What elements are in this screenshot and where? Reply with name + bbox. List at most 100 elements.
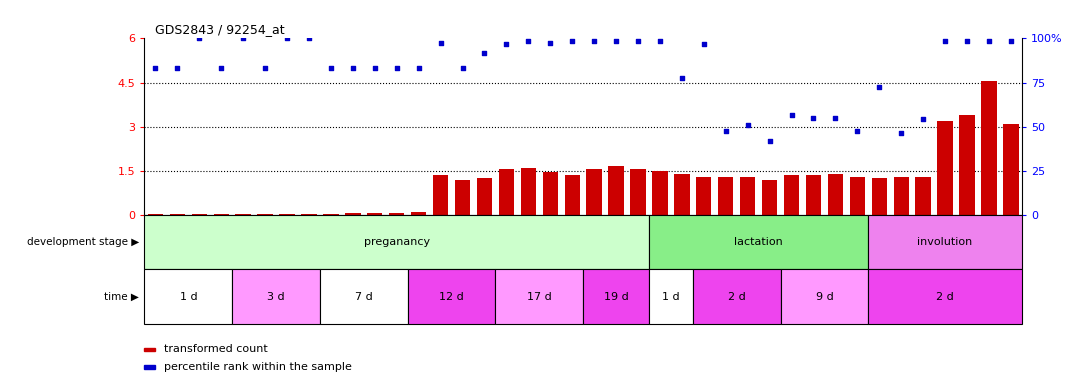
Point: [915, 116, 932, 122]
Point: [190, 35, 208, 41]
Point: [783, 112, 800, 118]
Bar: [495, 269, 583, 324]
Text: 2 d: 2 d: [728, 291, 746, 302]
Text: lactation: lactation: [734, 237, 783, 247]
Text: transformed count: transformed count: [164, 344, 268, 354]
Point: [454, 65, 471, 71]
Bar: [762, 180, 777, 215]
Text: 3 d: 3 d: [268, 291, 285, 302]
Point: [345, 65, 362, 71]
Point: [541, 40, 559, 46]
Bar: [869, 215, 1022, 269]
Text: involution: involution: [917, 237, 973, 247]
Point: [608, 38, 625, 45]
Point: [169, 65, 186, 71]
Bar: [320, 269, 408, 324]
Point: [980, 38, 997, 45]
Bar: [214, 214, 229, 215]
Bar: [828, 174, 843, 215]
Point: [410, 65, 427, 71]
Point: [673, 75, 690, 81]
Text: development stage ▶: development stage ▶: [27, 237, 139, 247]
Bar: [408, 269, 495, 324]
Point: [322, 65, 339, 71]
Bar: [477, 178, 492, 215]
Bar: [586, 169, 601, 215]
Point: [366, 65, 383, 71]
Bar: [630, 169, 645, 215]
Bar: [144, 269, 232, 324]
Point: [388, 65, 406, 71]
Bar: [192, 214, 207, 215]
Bar: [411, 212, 426, 215]
Bar: [583, 269, 648, 324]
Point: [652, 38, 669, 45]
Point: [892, 129, 910, 136]
Bar: [170, 214, 185, 215]
Bar: [455, 180, 470, 215]
Bar: [499, 169, 514, 215]
Bar: [960, 115, 975, 215]
Bar: [258, 214, 273, 215]
Point: [849, 128, 866, 134]
Bar: [144, 215, 648, 269]
Text: 19 d: 19 d: [603, 291, 628, 302]
Point: [1003, 38, 1020, 45]
Point: [827, 115, 844, 121]
Bar: [780, 269, 869, 324]
Point: [936, 38, 953, 45]
Point: [739, 122, 756, 128]
Text: 2 d: 2 d: [936, 291, 954, 302]
Bar: [648, 269, 693, 324]
Point: [629, 38, 646, 45]
Point: [717, 128, 734, 134]
Text: percentile rank within the sample: percentile rank within the sample: [164, 362, 352, 372]
Bar: [740, 177, 755, 215]
Bar: [279, 214, 294, 215]
Bar: [367, 213, 382, 215]
Point: [432, 40, 449, 46]
Point: [564, 38, 581, 45]
Bar: [653, 171, 668, 215]
Text: 17 d: 17 d: [526, 291, 552, 302]
Bar: [521, 168, 536, 215]
Bar: [323, 214, 338, 215]
Bar: [1004, 124, 1019, 215]
Bar: [565, 175, 580, 215]
Text: preganancy: preganancy: [364, 237, 430, 247]
Point: [257, 65, 274, 71]
Bar: [718, 177, 733, 215]
Point: [498, 41, 515, 47]
Point: [301, 35, 318, 41]
Bar: [542, 172, 557, 215]
Point: [959, 38, 976, 45]
Bar: [784, 175, 799, 215]
Text: 9 d: 9 d: [815, 291, 834, 302]
Bar: [235, 214, 250, 215]
Point: [213, 65, 230, 71]
Point: [278, 35, 295, 41]
Bar: [893, 177, 908, 215]
Point: [520, 38, 537, 45]
Bar: [648, 215, 869, 269]
Bar: [148, 214, 163, 215]
Text: time ▶: time ▶: [104, 291, 139, 302]
Bar: [609, 167, 624, 215]
Bar: [389, 213, 404, 215]
Bar: [232, 269, 320, 324]
Text: 1 d: 1 d: [180, 291, 197, 302]
Point: [585, 38, 602, 45]
Point: [761, 138, 778, 144]
Bar: [937, 121, 952, 215]
Point: [234, 35, 251, 41]
Bar: [806, 175, 821, 215]
Text: 1 d: 1 d: [662, 291, 679, 302]
Bar: [346, 213, 361, 215]
Bar: [697, 177, 712, 215]
Text: 7 d: 7 d: [355, 291, 372, 302]
Bar: [302, 214, 317, 215]
Text: GDS2843 / 92254_at: GDS2843 / 92254_at: [155, 23, 285, 36]
Bar: [674, 174, 689, 215]
Point: [476, 50, 493, 56]
Bar: [869, 269, 1022, 324]
